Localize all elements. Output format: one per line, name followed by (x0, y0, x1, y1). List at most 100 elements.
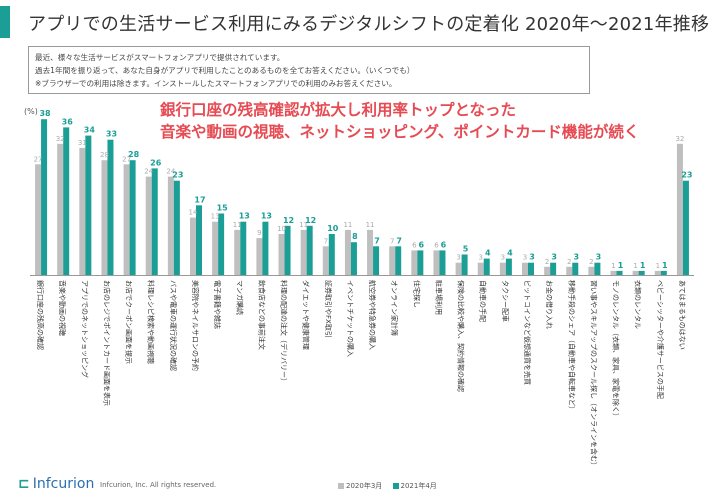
data-label-2021: 1 (662, 261, 668, 270)
data-label-2021: 23 (172, 171, 183, 180)
survey-question-line: 過去1年間を振り返って、あなた自身がアプリで利用したことのあるものを全てお答えく… (35, 66, 415, 75)
category-label: バスや電車の運行状況の確認 (169, 280, 178, 371)
data-label-2020: 2 (589, 258, 593, 266)
data-label-2021: 28 (128, 150, 140, 159)
data-label-2021: 34 (84, 126, 96, 135)
data-label-2020: 11 (299, 221, 308, 229)
copyright-text: Infcurion, Inc. All rights reserved. (100, 481, 217, 489)
data-label-2021: 36 (62, 117, 74, 126)
bar-2021 (328, 234, 335, 275)
category-label: お店のレジでポイントカード画面を表示 (102, 280, 111, 406)
bar-2021 (528, 262, 534, 275)
bar-2020 (123, 164, 130, 275)
bar-2021 (63, 127, 70, 276)
category-label: 住宅探し (412, 280, 421, 308)
bar-2020 (477, 262, 484, 275)
bar-2020 (499, 262, 506, 275)
category-label: 銀行口座の残高の確認 (36, 280, 45, 350)
category-label: お店でクーポン画面を提示 (125, 280, 134, 364)
category-label: マンガ購読 (235, 280, 244, 315)
category-label: 料理の配達の注文（デリバリー） (280, 280, 289, 385)
data-label-2020: 24 (166, 168, 175, 176)
data-label-2020: 1 (611, 262, 615, 270)
bar-2021 (173, 180, 180, 275)
bar-2021 (306, 225, 313, 275)
category-label: 自動車の手配 (479, 280, 488, 322)
category-label: 駐車場利用 (434, 280, 443, 315)
data-label-2021: 6 (441, 240, 447, 249)
data-label-2021: 13 (261, 212, 272, 221)
data-label-2020: 3 (456, 254, 460, 262)
data-label-2020: 9 (257, 229, 261, 237)
category-label: 料理レシピ検索や動画視聴 (147, 280, 156, 364)
bar-2021 (505, 258, 512, 275)
category-label: 習い事やスキルアップのスクール探し（オンラインを含む） (589, 280, 598, 469)
logo-mark-icon: ⊏ (18, 476, 30, 492)
legend-swatch-2021 (392, 483, 399, 489)
bar-2021 (682, 180, 689, 275)
data-label-2020: 2 (567, 258, 571, 266)
bar-2021 (262, 221, 269, 275)
category-label: あてはまるものはない (678, 280, 686, 350)
data-label-2020: 1 (633, 262, 637, 270)
data-label-2020: 3 (501, 254, 505, 262)
survey-question-line: 最近、様々な生活サービスがスマートフォンアプリで提供されています。 (35, 53, 285, 62)
survey-question-line: ※ブラウザーでの利用は除きます。インストールしたスマートフォンアプリでの利用のみ… (35, 79, 397, 88)
category-label: 航空券や特急券の購入 (368, 280, 377, 350)
category-label: 飲食店などの事前注文 (257, 280, 266, 350)
bar-2021 (461, 254, 468, 275)
bar-2020 (234, 229, 241, 275)
category-label: ダイエットや健康管理 (302, 280, 311, 350)
category-label: 衣類のレンタル (634, 280, 643, 329)
bar-2021 (417, 250, 424, 275)
legend-swatch-2020 (338, 483, 344, 489)
category-label: ベビーシッターや介護サービスの手配 (656, 280, 665, 399)
bar-2020 (35, 164, 42, 275)
bar-2021 (638, 270, 645, 275)
bar-2021 (594, 262, 601, 275)
data-label-2020: 10 (277, 225, 286, 233)
data-label-2021: 26 (150, 158, 162, 167)
data-label-2020: 27 (122, 155, 131, 163)
data-label-2020: 3 (478, 254, 482, 262)
bar-2021 (218, 213, 225, 275)
bar-2021 (395, 246, 402, 275)
category-label: イベントチケットの購入 (346, 280, 355, 357)
data-label-2021: 12 (283, 216, 294, 225)
legend-item-2021: 2021年4月 (392, 482, 437, 490)
bar-2020 (676, 143, 683, 275)
bar-2020 (632, 270, 639, 275)
data-label-2021: 6 (419, 240, 425, 249)
bar-2021 (85, 135, 92, 275)
data-label-2020: 32 (56, 135, 65, 143)
category-label: お金の借り入れ (545, 280, 554, 329)
data-label-2020: 11 (233, 221, 242, 229)
data-label-2020: 7 (324, 237, 328, 245)
title-accent-bar (0, 6, 10, 38)
data-label-2020: 6 (412, 241, 417, 249)
data-label-2021: 10 (327, 224, 339, 233)
data-label-2021: 3 (573, 253, 579, 262)
data-label-2020: 24 (144, 168, 153, 176)
category-label: 美容院やネイルサロンの予約 (191, 280, 200, 371)
bar-2020 (57, 143, 64, 275)
bar-2020 (212, 221, 219, 275)
bar-2021 (373, 246, 380, 275)
data-label-2021: 4 (507, 249, 513, 258)
bar-2021 (616, 270, 623, 275)
bar-2020 (566, 266, 573, 275)
page-title: アプリでの生活サービス利用にみるデジタルシフトの定着化 2020年〜2021年推… (28, 14, 710, 35)
data-label-2021: 13 (239, 212, 250, 221)
headline-line: 銀行口座の残高確認が拡大し利用率トップとなった (160, 101, 517, 119)
bar-2021 (572, 262, 579, 275)
data-label-2021: 3 (551, 253, 557, 262)
category-label: ビットコインなど仮想通貨を売買 (523, 280, 532, 385)
category-label: 音楽や動画の視聴 (58, 280, 67, 336)
data-label-2021: 1 (618, 261, 624, 270)
data-label-2020: 11 (366, 221, 375, 229)
data-label-2021: 17 (194, 195, 205, 204)
data-label-2020: 32 (675, 135, 684, 143)
data-label-2021: 3 (529, 253, 535, 262)
data-label-2021: 1 (640, 261, 646, 270)
